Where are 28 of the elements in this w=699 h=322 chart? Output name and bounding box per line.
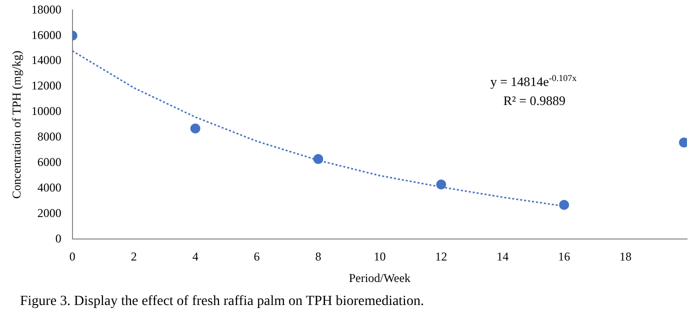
y-tick-label: 16000 [31, 28, 62, 42]
y-tick-label: 10000 [31, 104, 62, 118]
x-tick-label: 10 [374, 250, 386, 264]
x-tick-label: 18 [620, 250, 632, 264]
y-tick-label: 14000 [31, 53, 62, 68]
point [190, 124, 200, 134]
y-tick-label: 8000 [37, 130, 62, 144]
y-tick-label: 0 [55, 231, 62, 246]
x-tick-label: 14 [496, 250, 509, 264]
y-tick-label: 4000 [37, 180, 62, 194]
x-tick-label: 12 [435, 250, 448, 264]
x-axis-title: Period/Week [348, 270, 411, 285]
x-tick-label: 0 [69, 250, 76, 264]
y-tick-label: 2000 [37, 206, 62, 220]
x-tick-label: 6 [254, 250, 260, 264]
y-tick-label: 6000 [37, 155, 62, 170]
x-tick-label: 8 [315, 250, 322, 264]
x-tick-label: 2 [130, 250, 137, 264]
point [313, 154, 324, 164]
annotation: R² = 0.9889 [503, 92, 566, 108]
y-axis-title: Concentration of TPH (mg/kg) [9, 50, 24, 199]
point [559, 200, 570, 210]
x-tick-label: 4 [192, 250, 198, 264]
point [436, 179, 446, 190]
y-tick-label: 12000 [31, 78, 62, 93]
x-tick-label: 16 [558, 250, 570, 264]
y-tick-label: 18000 [31, 2, 62, 16]
caption: Figure 3. Display the effect of fresh raffia palm on TPH bioremediation. [20, 294, 424, 310]
